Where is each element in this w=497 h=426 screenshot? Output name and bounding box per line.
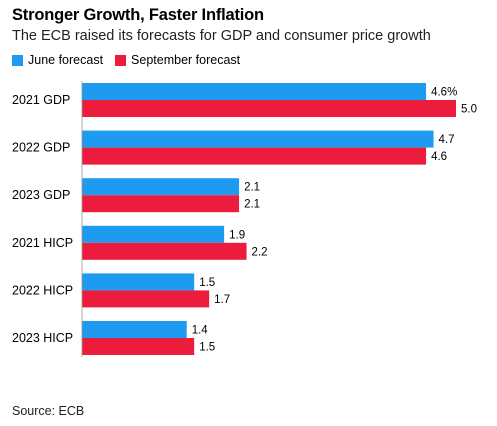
legend-item-september: September forecast [115, 53, 240, 67]
bar-june [82, 130, 434, 148]
bar-june [82, 225, 225, 243]
bar-september [82, 100, 456, 117]
category-label: 2022 GDP [12, 141, 70, 155]
legend-item-june: June forecast [12, 53, 103, 67]
value-label-september: 1.5 [199, 342, 215, 354]
bar-september [82, 338, 195, 355]
chart-title: Stronger Growth, Faster Inflation [12, 6, 264, 24]
bar-june [82, 178, 240, 196]
value-label-june: 4.6% [431, 87, 457, 99]
bar-september [82, 242, 247, 260]
value-label-june: 1.9 [229, 229, 245, 241]
bar-june [82, 321, 187, 338]
chart-subtitle: The ECB raised its forecasts for GDP and… [12, 28, 431, 44]
source-note: Source: ECB [12, 404, 85, 418]
legend-swatch-september [115, 54, 127, 66]
value-label-june: 1.4 [192, 325, 209, 337]
category-label: 2021 HICP [12, 236, 73, 250]
value-label-june: 1.5 [199, 277, 215, 289]
value-label-september: 1.7 [214, 294, 230, 306]
bar-june [82, 83, 427, 100]
value-label-september: 4.6 [431, 151, 447, 163]
category-label: 2023 HICP [12, 331, 73, 345]
bar-june [82, 273, 195, 291]
legend-label-september: September forecast [131, 53, 241, 67]
bar-september [82, 147, 427, 165]
bar-september [82, 290, 210, 308]
legend: June forecast September forecast [12, 53, 252, 67]
category-label: 2022 HICP [12, 283, 73, 297]
legend-swatch-june [12, 54, 23, 66]
value-label-june: 4.7 [439, 134, 455, 146]
bar-september [82, 195, 240, 213]
value-label-september: 2.2 [252, 246, 268, 258]
value-label-september: 5.0 [461, 104, 477, 116]
category-label: 2021 GDP [12, 93, 70, 107]
legend-label-june: June forecast [28, 53, 104, 67]
category-label: 2023 GDP [12, 188, 70, 202]
value-label-june: 2.1 [244, 182, 260, 194]
value-label-september: 2.1 [244, 199, 260, 211]
